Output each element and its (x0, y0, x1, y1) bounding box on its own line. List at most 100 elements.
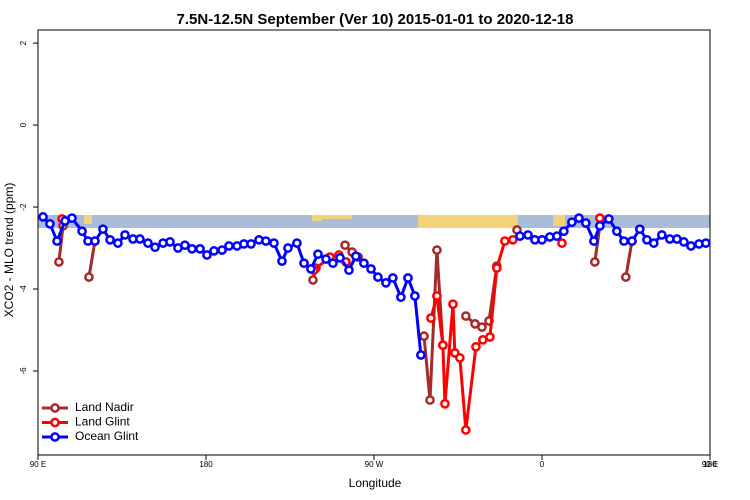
x-tick-label: 90 E (30, 460, 46, 469)
data-point (217, 245, 227, 255)
data-point (246, 239, 256, 249)
data-point (425, 395, 435, 405)
data-point (589, 236, 599, 246)
data-point (344, 265, 354, 276)
legend-marker (50, 417, 60, 428)
chart-title: 7.5N-12.5N September (Ver 10) 2015-01-01… (177, 11, 574, 28)
data-point (523, 230, 533, 240)
legend-label: Land Glint (75, 415, 130, 429)
data-point (460, 311, 471, 321)
data-point (351, 251, 361, 262)
data-point (595, 221, 605, 231)
data-point (135, 234, 145, 244)
data-point (416, 350, 426, 360)
data-point (589, 257, 600, 267)
data-point (373, 272, 383, 282)
data-point (261, 236, 271, 246)
data-point (45, 219, 55, 229)
data-point (150, 242, 160, 253)
data-point (328, 258, 338, 269)
data-point (410, 291, 420, 301)
data-point (306, 264, 316, 274)
series-line (314, 218, 600, 430)
map-strip (38, 215, 710, 228)
data-point (567, 217, 577, 228)
data-point (180, 240, 190, 251)
data-point (335, 253, 345, 263)
data-point (460, 425, 471, 435)
data-point (485, 332, 495, 342)
data-point (340, 240, 350, 251)
data-point (321, 254, 331, 264)
data-point (432, 245, 442, 255)
data-point (627, 236, 637, 246)
data-point (143, 238, 153, 248)
x-tick-label: 90 E (702, 460, 718, 469)
y-tick-label: -2 (19, 203, 28, 211)
data-point (656, 230, 667, 240)
data-point (537, 234, 547, 245)
data-point (612, 226, 622, 237)
data-point (581, 218, 591, 228)
data-point (686, 241, 696, 251)
data-point (471, 341, 481, 352)
y-axis-label: XCO2 - MLO trend (ppm) (2, 183, 16, 318)
data-point (440, 398, 450, 409)
data-point (105, 234, 115, 245)
x-tick-label: 90 W (365, 460, 384, 469)
data-point (195, 244, 205, 254)
data-point (98, 224, 108, 235)
data-point (648, 238, 659, 248)
data-point (54, 257, 64, 267)
y-tick-label: -4 (19, 285, 28, 293)
data-point (557, 238, 567, 248)
legend-label: Land Nadir (75, 400, 134, 414)
legend-marker (50, 403, 60, 413)
data-point (209, 246, 219, 256)
data-point (224, 241, 234, 251)
data-point (366, 264, 376, 274)
data-point (508, 234, 518, 245)
data-point (552, 231, 562, 241)
legend-label: Ocean Glint (75, 429, 139, 443)
data-point (269, 238, 279, 248)
y-tick-label: 0 (19, 122, 28, 127)
data-point (187, 244, 197, 254)
data-point (388, 273, 398, 283)
data-point (438, 340, 448, 351)
data-point (396, 292, 406, 303)
x-tick-label: 180 (703, 460, 717, 469)
data-point (634, 224, 645, 235)
data-point (558, 226, 569, 237)
data-point (165, 237, 175, 247)
data-point (701, 238, 711, 248)
data-point (426, 313, 436, 323)
data-point (202, 250, 212, 260)
data-point (52, 236, 62, 246)
data-point (403, 273, 413, 283)
data-point (432, 291, 442, 301)
data-point (283, 243, 293, 253)
data-point (308, 275, 318, 285)
data-point (603, 214, 614, 224)
data-point (67, 213, 77, 223)
data-point (292, 238, 302, 248)
data-point (38, 212, 48, 222)
series-line (57, 225, 634, 401)
data-point (299, 258, 309, 269)
x-tick-label: 0 (540, 460, 545, 469)
data-point (113, 238, 123, 248)
data-point (455, 353, 465, 363)
legend-marker (50, 432, 60, 442)
data-point (491, 263, 502, 273)
data-point (620, 272, 631, 282)
data-point (679, 237, 689, 247)
data-point (120, 230, 130, 240)
data-point (359, 258, 369, 269)
data-point (574, 213, 584, 223)
x-tick-label: 180 (199, 460, 213, 469)
data-point (448, 299, 458, 310)
data-point (500, 236, 510, 246)
